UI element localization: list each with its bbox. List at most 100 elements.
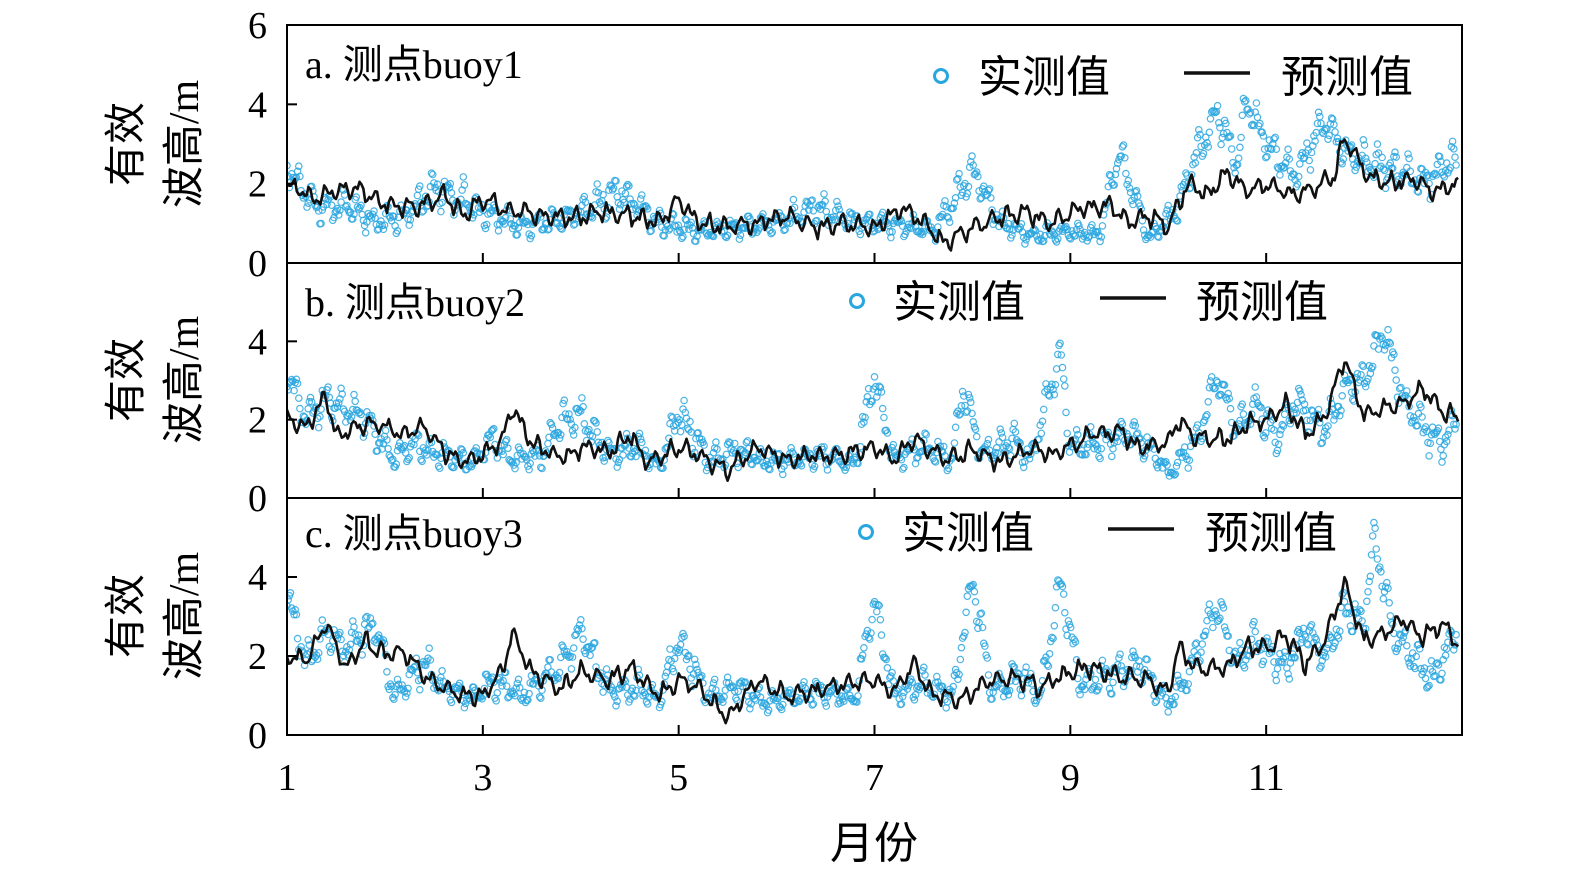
y-axis-label-buoy1: 有效 波高/m [104, 80, 208, 209]
observed-point [687, 674, 696, 682]
observed-point [312, 651, 321, 659]
observed-point [1041, 656, 1049, 665]
observed-point [1306, 166, 1315, 174]
observed-point [547, 420, 556, 429]
observed-point [1227, 145, 1236, 153]
observed-point [1164, 201, 1173, 210]
observed-point [1010, 663, 1019, 671]
observed-point [1426, 439, 1435, 448]
observed-point [870, 372, 879, 381]
observed-point [567, 665, 576, 673]
legend-observed-label: 实测值 [978, 53, 1110, 102]
observed-point [354, 205, 363, 213]
observed-point [867, 629, 875, 637]
observed-point [1254, 401, 1263, 410]
observed-point [588, 432, 597, 441]
observed-point [487, 427, 496, 435]
observed-point [569, 644, 578, 652]
observed-point [1240, 663, 1249, 672]
observed-point [955, 670, 963, 679]
observed-point [984, 186, 993, 195]
observed-point [1151, 698, 1160, 707]
observed-point [578, 624, 586, 633]
observed-point [919, 663, 928, 672]
observed-point [804, 206, 813, 214]
observed-point [460, 181, 469, 189]
observed-point [424, 446, 432, 455]
observed-point [1191, 640, 1200, 649]
observed-point [868, 397, 876, 406]
observed-point [1293, 180, 1302, 188]
observed-point [1238, 400, 1247, 409]
observed-point [387, 216, 396, 225]
observed-point [427, 169, 436, 178]
observed-point [1056, 339, 1064, 348]
observed-point [350, 210, 358, 219]
y-axis-label-line1: 有效 [104, 338, 150, 422]
observed-point [526, 459, 535, 468]
observed-point [1133, 192, 1142, 200]
observed-point [316, 412, 324, 421]
observed-point [1336, 411, 1344, 420]
observed-point [1063, 631, 1072, 640]
observed-point [1160, 459, 1169, 467]
observed-point [1077, 229, 1086, 238]
observed-point [809, 700, 818, 708]
observed-point [1191, 159, 1200, 167]
observed-point [562, 414, 571, 423]
observed-point [930, 690, 939, 699]
observed-point [690, 655, 699, 664]
observed-point [536, 694, 545, 703]
observed-point [563, 206, 572, 214]
observed-point [1412, 652, 1421, 661]
observed-point [1109, 678, 1117, 687]
observed-point [576, 615, 585, 624]
observed-point [1173, 217, 1182, 225]
observed-point [1180, 679, 1189, 688]
observed-point [1084, 233, 1093, 242]
observed-point [1262, 153, 1270, 162]
observed-point [1300, 631, 1309, 639]
observed-point [882, 655, 891, 664]
observed-point [789, 195, 798, 204]
observed-point [918, 666, 927, 675]
observed-point [1206, 115, 1215, 123]
observed-point [684, 651, 693, 660]
observed-point [293, 379, 302, 388]
observed-point [1373, 140, 1382, 148]
observed-point [386, 453, 395, 461]
observed-point [383, 436, 391, 444]
observed-point [1262, 429, 1270, 437]
observed-point [326, 648, 335, 657]
observed-point [1091, 675, 1100, 684]
observed-point [1093, 227, 1102, 236]
observed-point [415, 182, 424, 190]
observed-point [1203, 139, 1211, 147]
observed-point [684, 425, 693, 434]
y-axis-label-line1: 有效 [104, 574, 150, 658]
observed-point [861, 413, 869, 422]
observed-point [1366, 369, 1375, 378]
observed-point [1432, 428, 1441, 437]
observed-point [700, 441, 708, 449]
observed-point [383, 667, 391, 676]
observed-point [546, 655, 555, 664]
observed-point [1434, 661, 1443, 669]
observed-point [1286, 659, 1295, 667]
observed-point [975, 618, 983, 627]
observed-point [1116, 650, 1124, 659]
observed-point [607, 182, 616, 191]
observed-point [864, 384, 873, 393]
observed-point [544, 226, 552, 234]
observed-point [600, 457, 609, 465]
observed-point [962, 608, 970, 617]
panel-buoy3: c. 测点buoy3 实测值 预测值 [287, 509, 1460, 725]
observed-point [729, 683, 738, 692]
observed-point [1044, 662, 1053, 671]
observed-point [593, 180, 602, 188]
observed-point [304, 636, 313, 644]
observed-point [1413, 421, 1422, 430]
observed-point [1198, 640, 1207, 648]
observed-point [1284, 670, 1292, 678]
